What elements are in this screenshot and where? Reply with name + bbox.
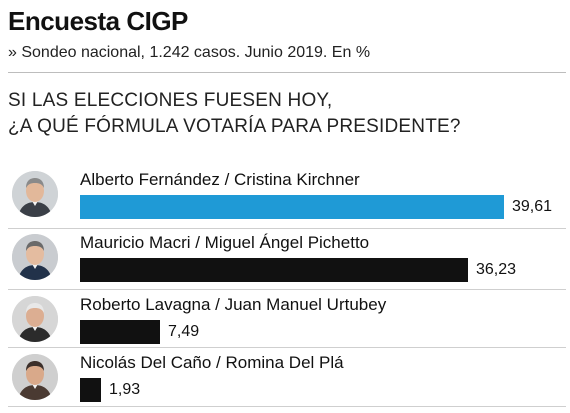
category-label: Nicolás Del Caño / Romina Del Plá: [80, 353, 344, 372]
chart-subtitle: » Sondeo nacional, 1.242 casos. Junio 20…: [8, 44, 371, 61]
bar-row: Roberto Lavagna / Juan Manuel Urtubey 7,4…: [0, 291, 570, 353]
candidate-portrait: [12, 354, 58, 400]
row-divider: [8, 289, 566, 290]
bar: [80, 195, 504, 219]
candidate-portrait: [12, 296, 58, 342]
category-label: Mauricio Macri / Miguel Ángel Pichetto: [80, 233, 370, 252]
data-label: 39,61: [512, 198, 553, 215]
category-label: Roberto Lavagna / Juan Manuel Urtubey: [80, 295, 387, 314]
bar: [80, 320, 160, 344]
chart-bottom-rule: [8, 406, 566, 407]
question-line-1: SI LAS ELECCIONES FUESEN HOY,: [8, 90, 333, 111]
candidate-portrait: [12, 171, 58, 217]
row-divider: [8, 228, 566, 229]
data-label: 36,23: [476, 261, 517, 278]
header-divider: [8, 72, 566, 73]
bar: [80, 378, 101, 402]
bar-row: Nicolás Del Caño / Romina Del Plá 1,93: [0, 349, 570, 411]
chart-title: Encuesta CIGP: [8, 6, 188, 36]
candidate-portrait: [12, 234, 58, 280]
question-line-2: ¿A QUÉ FÓRMULA VOTARÍA PARA PRESIDENTE?: [8, 116, 461, 137]
bar-row: Alberto Fernández / Cristina Kirchner 39,…: [0, 166, 570, 228]
bar: [80, 258, 468, 282]
row-divider: [8, 347, 566, 348]
category-label: Alberto Fernández / Cristina Kirchner: [80, 170, 360, 189]
data-label: 7,49: [168, 323, 200, 340]
data-label: 1,93: [109, 381, 141, 398]
survey-question: SI LAS ELECCIONES FUESEN HOY, ¿A QUÉ FÓR…: [8, 88, 461, 140]
bar-row: Mauricio Macri / Miguel Ángel Pichetto 36…: [0, 229, 570, 291]
